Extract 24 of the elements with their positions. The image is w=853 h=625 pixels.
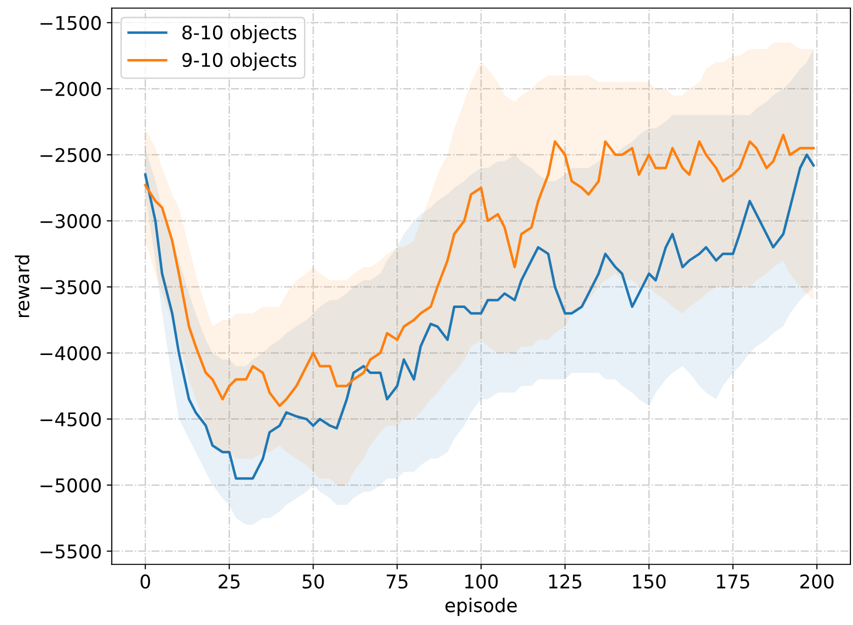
y-tick-label: −3500 — [40, 280, 101, 294]
x-tick-label: 50 — [302, 574, 324, 589]
y-tick-label: −3000 — [40, 214, 101, 228]
x-tick-label: 125 — [549, 574, 582, 589]
x-axis-title: episode — [445, 598, 517, 616]
y-tick-label: −2500 — [40, 148, 101, 162]
y-tick-label: −4000 — [40, 346, 101, 360]
y-axis-title: reward — [14, 255, 30, 318]
y-tick-label: −4500 — [40, 412, 101, 426]
y-tick-label: −5500 — [40, 544, 101, 559]
y-tick-label: −5000 — [40, 478, 101, 492]
x-tick-label: 0 — [140, 574, 150, 589]
line-series — [144, 154, 815, 480]
legend-label: 8-10 objects — [182, 25, 296, 44]
legend-label: 9-10 objects — [182, 52, 296, 71]
x-tick-label: 75 — [386, 574, 408, 589]
y-tick-label: −2000 — [40, 82, 101, 96]
x-tick-label: 25 — [218, 574, 240, 589]
line-series — [144, 134, 815, 408]
x-tick-label: 200 — [800, 574, 834, 589]
x-tick-label: 150 — [633, 574, 666, 589]
x-tick-label: 100 — [465, 574, 498, 589]
y-tick-label: −1500 — [40, 16, 101, 30]
x-tick-label: 175 — [717, 574, 750, 589]
